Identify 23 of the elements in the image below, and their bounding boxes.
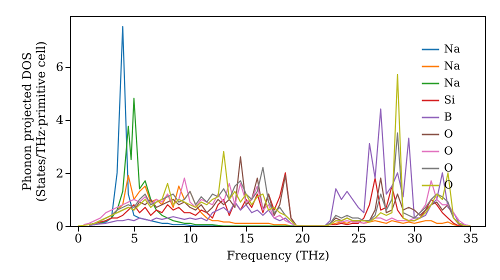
legend-label: O (444, 128, 454, 140)
x-tick-label: 25 (351, 232, 366, 246)
x-tick-label: 30 (407, 232, 422, 246)
x-tick-label: 35 (463, 232, 479, 246)
legend-label: O (444, 162, 454, 174)
legend-label: Na (444, 60, 461, 72)
x-tick-label: 15 (238, 232, 254, 246)
legend-label: Na (444, 42, 461, 56)
y-axis-title: Phonon projected DOS (States/THz·primitive cell) (20, 41, 48, 202)
y-tick-label: 0 (56, 220, 64, 234)
x-axis-title: Frequency (THz) (226, 248, 330, 262)
x-tick-label: 0 (74, 232, 82, 246)
legend-label: O (444, 144, 454, 158)
x-tick-label: 5 (130, 232, 138, 246)
y-tick-label: 6 (56, 60, 64, 74)
legend-label: Na (444, 76, 461, 90)
y-tick-label: 4 (56, 113, 64, 128)
x-tick-label: 10 (182, 232, 198, 246)
y-tick-label: 2 (56, 166, 64, 180)
legend-label: B (444, 110, 452, 124)
legend-label: Si (444, 94, 456, 106)
line-series (77, 74, 472, 226)
x-tick-label: 20 (295, 232, 310, 246)
